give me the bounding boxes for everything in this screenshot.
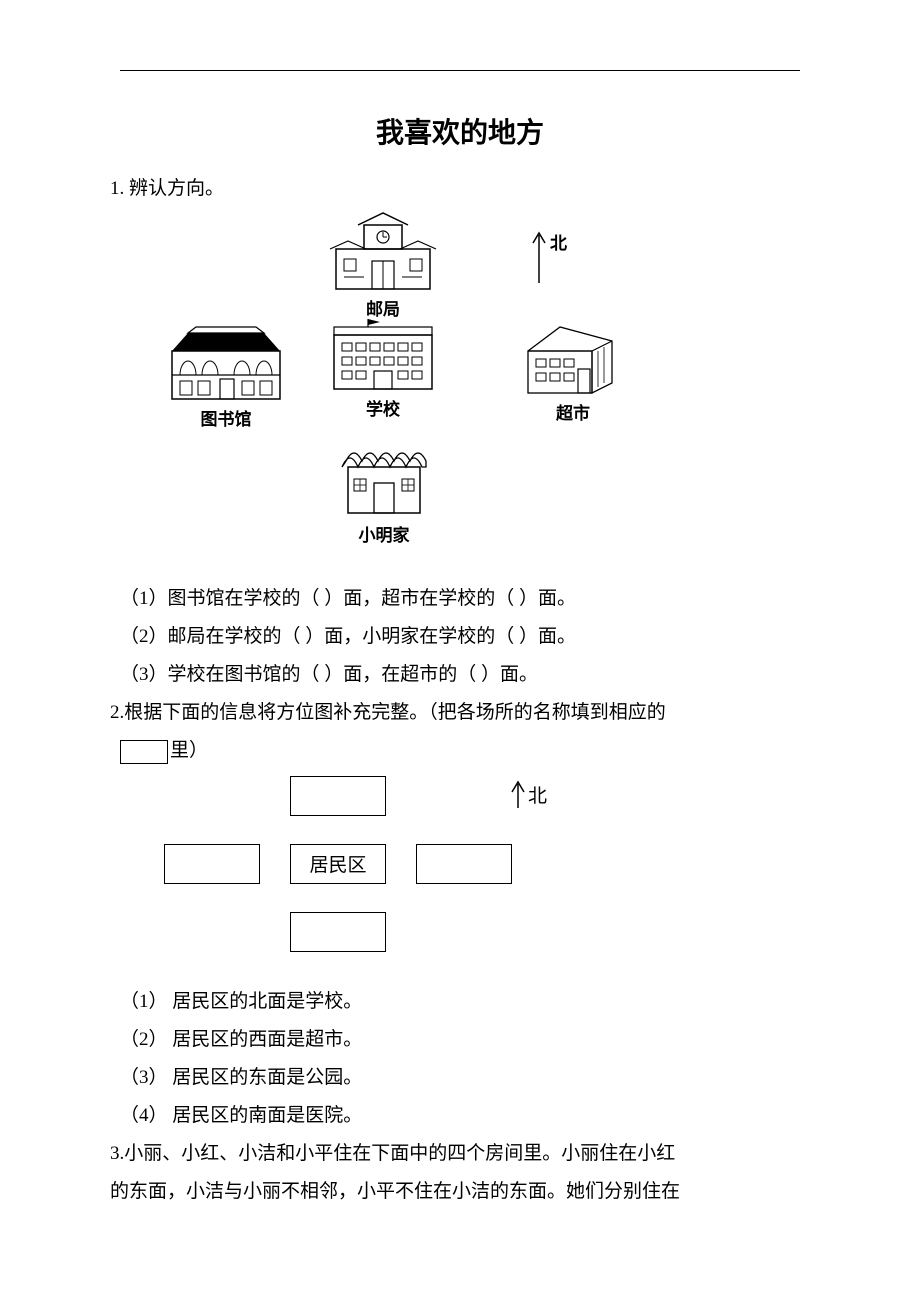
q1-sub3: （3）学校在图书馆的（ ）面，在超市的（ ）面。: [110, 657, 810, 693]
building-school: 学校: [328, 317, 438, 420]
home-icon: [334, 433, 434, 519]
post-office-icon: [328, 211, 438, 293]
cell-west[interactable]: [164, 844, 260, 884]
north-indicator-2: 北: [510, 780, 547, 810]
q2-heading-a: 2.根据下面的信息将方位图补充完整。（把各场所的名称填到相应的: [110, 695, 810, 731]
q2-heading-b: 里）: [170, 740, 208, 761]
arrow-up-icon: [530, 229, 548, 287]
supermarket-icon: [518, 321, 628, 397]
q1-heading: 1. 辨认方向。: [110, 171, 810, 207]
supermarket-label: 超市: [518, 399, 628, 424]
school-icon: [328, 317, 438, 393]
q2-sub4: （4） 居民区的南面是医院。: [110, 1098, 810, 1134]
inline-box-icon: [120, 740, 168, 764]
q3-line1: 3.小丽、小红、小洁和小平住在下面中的四个房间里。小丽住在小红: [110, 1136, 810, 1172]
building-library: 图书馆: [166, 323, 286, 430]
cell-south[interactable]: [290, 912, 386, 952]
building-supermarket: 超市: [518, 321, 628, 424]
xiaoming-home-label: 小明家: [334, 521, 434, 546]
cell-east[interactable]: [416, 844, 512, 884]
q2-sub3: （3） 居民区的东面是公园。: [110, 1060, 810, 1096]
arrow-up-icon: [510, 780, 526, 810]
q2-sub2: （2） 居民区的西面是超市。: [110, 1022, 810, 1058]
library-label: 图书馆: [166, 405, 286, 430]
page: 我喜欢的地方 1. 辨认方向。 北: [0, 0, 920, 1262]
north-indicator: 北: [530, 229, 567, 287]
q2-diagram: 居民区 北: [140, 776, 620, 976]
q3-line2: 的东面，小洁与小丽不相邻，小平不住在小洁的东面。她们分别住在: [110, 1174, 810, 1210]
q2-sub1: （1） 居民区的北面是学校。: [110, 984, 810, 1020]
cell-center: 居民区: [290, 844, 386, 884]
building-xiaoming-home: 小明家: [334, 433, 434, 546]
q1-sub1: （1）图书馆在学校的（ ）面，超市在学校的（ ）面。: [110, 581, 810, 617]
cell-center-label: 居民区: [309, 850, 366, 877]
north-label: 北: [550, 229, 567, 254]
page-title: 我喜欢的地方: [110, 111, 810, 151]
q1-sub2: （2）邮局在学校的（ ）面，小明家在学校的（ ）面。: [110, 619, 810, 655]
q2-heading-b-line: 里）: [110, 733, 810, 769]
building-post-office: 邮局: [328, 211, 438, 320]
north-label-2: 北: [528, 781, 547, 808]
top-rule: [120, 70, 800, 71]
q1-diagram: 北 邮局: [110, 211, 810, 571]
school-label: 学校: [328, 395, 438, 420]
library-icon: [166, 323, 286, 403]
cell-north[interactable]: [290, 776, 386, 816]
